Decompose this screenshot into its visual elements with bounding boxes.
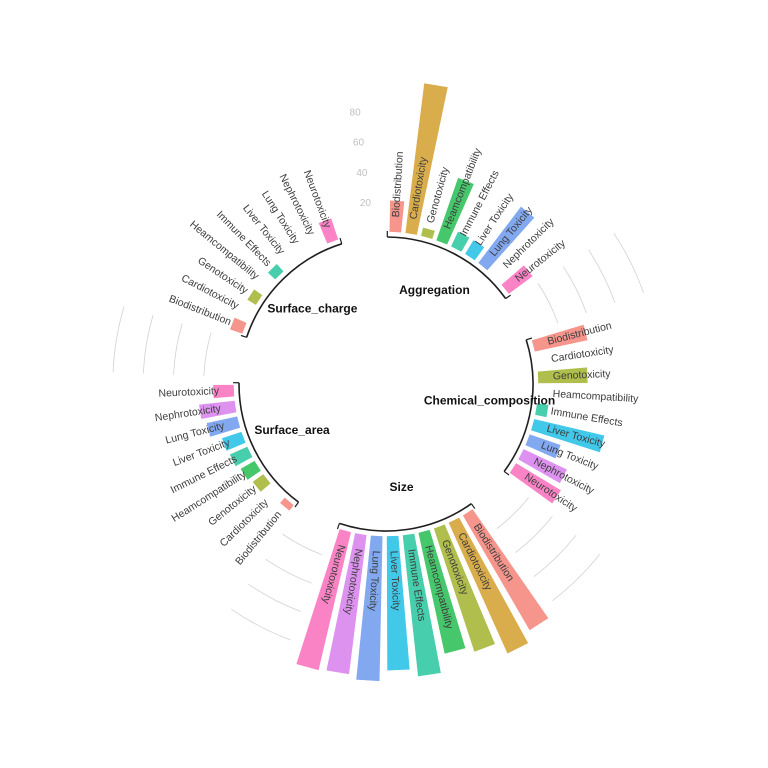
- axis-tick-label-80: 80: [350, 108, 362, 119]
- bar-surface-area-biodistribution: [279, 496, 295, 512]
- category-label-chemical-composition-heamcompatibility: Heamcompatibility: [552, 388, 639, 405]
- bar-aggregation-lung-toxicity: [477, 205, 536, 272]
- grid-arc-aggregation-40: [562, 266, 587, 314]
- sector-labels-layer: Aggregation Chemical_composition Size Surfa…: [254, 283, 555, 494]
- bar-aggregation-immune-effects: [450, 230, 471, 253]
- bar-surface-area-nephrotoxicity: [198, 400, 238, 420]
- sector-label-surface-area: Surface_area: [254, 423, 330, 437]
- axis-tick-label-20: 20: [360, 198, 372, 209]
- bar-chemical-composition-neurotoxicity: [508, 462, 562, 505]
- grid-arc-chemical-composition-80: [552, 553, 601, 602]
- bar-surface-area-lung-toxicity: [205, 415, 241, 438]
- bar-chemical-composition-genotoxicity: [537, 366, 589, 384]
- grid-arc-aggregation-60: [588, 249, 616, 304]
- sector-arc-tick-surface-charge-end: [339, 237, 343, 244]
- category-label-chemical-composition-biodistribution: Biodistribution: [546, 320, 613, 348]
- bar-aggregation-liver-toxicity: [464, 239, 486, 262]
- grid-arc-size-80: [231, 608, 291, 641]
- sector-arc-tick-surface-area-start: [294, 501, 300, 508]
- grid-arc-size-40: [265, 558, 312, 584]
- bar-size-neurotoxicity: [295, 528, 352, 671]
- grid-arc-chemical-composition-40: [515, 516, 553, 553]
- bar-chemical-composition-lung-toxicity: [524, 433, 562, 460]
- category-label-size-liver-toxicity: Liver Toxicity: [387, 551, 402, 612]
- sector-arc-tick-chemical-composition-end: [503, 470, 510, 476]
- bar-surface-charge-neurotoxicity: [317, 217, 339, 245]
- bar-size-heamcompatibility: [417, 529, 467, 655]
- sector-arc-tick-chemical-composition-start: [526, 337, 533, 341]
- grid-arc-chemical-composition-20: [496, 497, 529, 529]
- axis-tick-label-40: 40: [356, 168, 368, 179]
- sector-label-chemical-composition: Chemical_composition: [424, 394, 555, 408]
- sector-label-surface-charge: Surface_charge: [267, 301, 357, 315]
- grid-arc-aggregation-80: [613, 232, 644, 293]
- grid-arc-surface-area-80: [112, 306, 125, 373]
- grid-arc-size-60: [248, 583, 302, 612]
- category-label-surface-area-nephrotoxicity: Nephrotoxicity: [154, 402, 222, 424]
- grid-arcs-layer: [112, 232, 644, 641]
- grid-arc-surface-area-60: [142, 314, 154, 374]
- sector-arc-tick-size-end: [336, 523, 340, 530]
- sector-arc-tick-aggregation-end: [505, 294, 511, 300]
- inner-arcs-layer: [233, 231, 534, 532]
- bar-chemical-composition-liver-toxicity: [530, 418, 606, 454]
- bar-surface-area-genotoxicity: [251, 473, 272, 493]
- bar-chemical-composition-biodistribution: [531, 323, 589, 353]
- sector-label-aggregation: Aggregation: [399, 283, 470, 297]
- sector-arc-tick-size-start: [470, 503, 476, 509]
- bar-size-biodistribution: [462, 508, 550, 632]
- category-label-size-lung-toxicity: Lung Toxicity: [366, 550, 382, 612]
- bar-aggregation-biodistribution: [388, 199, 405, 234]
- category-label-chemical-composition-genotoxicity: Genotoxicity: [553, 368, 612, 383]
- bar-size-liver-toxicity: [386, 535, 411, 672]
- sector-arc-chemical-composition: [503, 339, 534, 472]
- bar-surface-charge-immune-effects: [267, 263, 285, 281]
- bar-size-genotoxicity: [433, 523, 496, 653]
- axis-labels-layer: 20 40 60 80: [350, 108, 372, 209]
- bar-size-cardiotoxicity: [447, 516, 530, 655]
- sector-label-size: Size: [390, 480, 414, 494]
- bar-aggregation-neurotoxicity: [500, 264, 534, 295]
- bar-surface-area-heamcompatibility: [239, 460, 262, 481]
- sector-arc-size: [339, 503, 472, 532]
- bar-aggregation-genotoxicity: [420, 226, 436, 240]
- axis-tick-label-60: 60: [353, 138, 365, 149]
- sector-arc-aggregation: [387, 236, 507, 300]
- bar-surface-area-immune-effects: [228, 445, 254, 468]
- sector-arc-surface-charge: [245, 243, 343, 338]
- bar-chemical-composition-immune-effects: [534, 402, 550, 418]
- sector-arc-surface-area: [238, 382, 300, 503]
- bar-surface-charge-genotoxicity: [246, 288, 264, 306]
- bar-aggregation-heamcompatibility: [435, 177, 475, 246]
- bar-size-nephrotoxicity: [325, 532, 368, 675]
- bar-surface-area-neurotoxicity: [212, 384, 235, 399]
- bar-size-lung-toxicity: [355, 534, 384, 682]
- bar-chemical-composition-nephrotoxicity: [517, 448, 568, 485]
- sector-arc-tick-surface-charge-start: [240, 334, 247, 338]
- bar-surface-area-liver-toxicity: [221, 431, 247, 452]
- grid-arc-surface-area-40: [173, 323, 183, 375]
- grid-arc-chemical-composition-60: [533, 534, 577, 578]
- category-label-surface-area-neurotoxicity: Neurotoxicity: [158, 385, 220, 400]
- grid-arc-aggregation-20: [537, 283, 559, 324]
- grid-arc-size-20: [282, 533, 323, 556]
- bars-layer: [198, 82, 606, 682]
- category-label-aggregation-biodistribution: Biodistribution: [390, 151, 406, 218]
- bar-size-immune-effects: [402, 532, 442, 678]
- bar-aggregation-cardiotoxicity: [404, 82, 449, 236]
- category-label-chemical-composition-cardiotoxicity: Cardiotoxicity: [550, 344, 615, 365]
- grid-arc-surface-area-20: [203, 332, 212, 377]
- bar-surface-charge-biodistribution: [229, 316, 248, 335]
